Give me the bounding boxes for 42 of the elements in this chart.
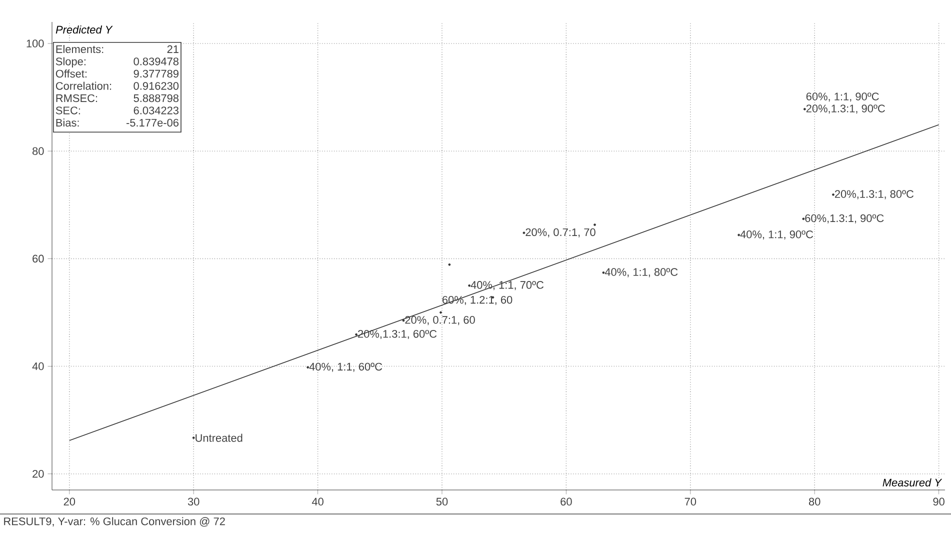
annotation: RMSEC: [56, 94, 98, 102]
annotation: 40%, 1:1, 80ºC [604, 268, 678, 278]
annotation: 40%, 1:1, 60ºC [309, 362, 382, 372]
annotation: Bias: [56, 118, 79, 127]
annotation: -5.177e-06 [126, 118, 179, 127]
annotation: 60%,1.3:1, 90ºC [805, 214, 884, 224]
y-tick-label: 60 [32, 254, 44, 263]
y-tick-label: 20 [32, 470, 44, 478]
annotation: Offset: [56, 70, 86, 78]
annotation: 60%, 1:1, 90ºC [806, 92, 879, 102]
annotation: 40%, 1:1, 90ºC [740, 230, 814, 240]
x-tick-label: 80 [808, 498, 820, 506]
annotation: 0.839478 [134, 58, 179, 66]
annotation: 21 [167, 45, 178, 53]
annotation: 9.377789 [134, 70, 178, 78]
x-tick-label: 20 [64, 498, 76, 506]
x-tick-label: 50 [436, 498, 448, 506]
text: RESULT9, Y-var: % Glucan Conversion @ 72 [4, 517, 225, 527]
annotation: 20%,1.3:1, 60ºC [358, 330, 437, 340]
annotation: 40%, 1:1, 70ºC [470, 281, 544, 290]
y-tick-label: 40 [32, 362, 44, 370]
x-tick-label: 70 [684, 498, 696, 506]
annotation: Untreated [196, 434, 242, 442]
annotation: Elements: [56, 45, 104, 54]
x-tick-label: 40 [312, 498, 324, 506]
y-tick-label: 100 [26, 40, 44, 48]
x-tick-label: 90 [933, 498, 944, 506]
annotation: 5.888798 [134, 94, 179, 102]
annotation: Correlation: [56, 82, 112, 90]
annotation: 20%,1.3:1, 90ºC [806, 104, 885, 114]
y-axis-title: Predicted Y [56, 26, 113, 34]
annotation: Slope: [56, 57, 86, 68]
annotation: 20%, 0.7:1, 70 [526, 228, 596, 238]
annotation: 6.034223 [134, 106, 179, 114]
x-tick-label: 30 [188, 498, 200, 506]
annotation: 20%,1.3:1, 80ºC [834, 190, 914, 200]
x-tick-label: 60 [560, 498, 572, 506]
annotation: 0.916230 [134, 82, 179, 90]
annotation: SEC: [56, 106, 80, 114]
annotation: 20%, 0.7:1, 60 [405, 316, 475, 326]
x-axis-title: Measured Y [882, 478, 942, 486]
y-tick-label: 80 [32, 147, 44, 155]
